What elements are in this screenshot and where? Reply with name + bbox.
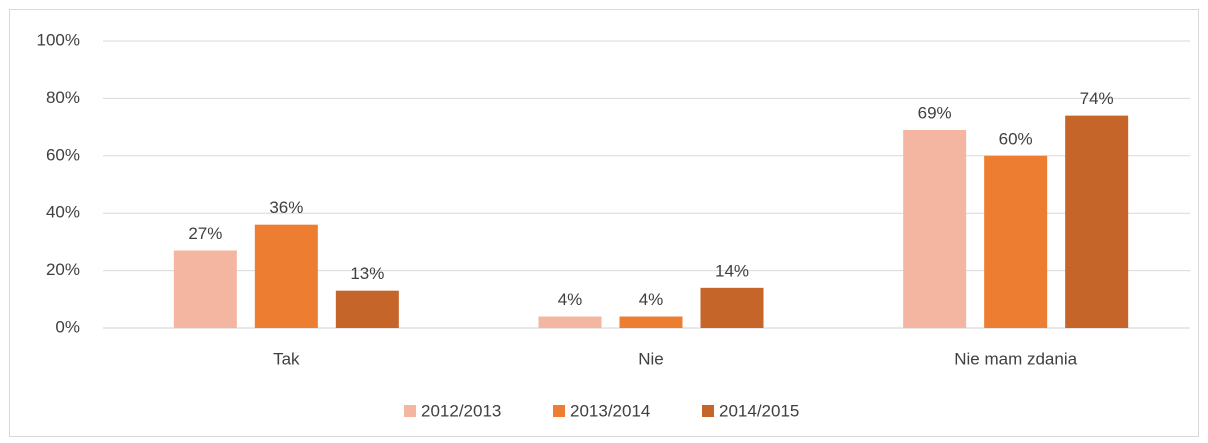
value-label: 36% bbox=[269, 198, 303, 217]
value-label: 69% bbox=[918, 103, 952, 122]
legend-swatch bbox=[702, 405, 714, 417]
legend-swatch bbox=[404, 405, 416, 417]
bar bbox=[984, 155, 1048, 328]
value-label: 60% bbox=[999, 129, 1033, 148]
bar bbox=[619, 316, 683, 328]
bar bbox=[254, 224, 318, 328]
bar bbox=[538, 316, 602, 328]
bar bbox=[1065, 115, 1129, 329]
value-label: 74% bbox=[1080, 89, 1114, 108]
bar bbox=[903, 129, 967, 328]
x-tick-label: Nie bbox=[638, 349, 664, 368]
y-tick-label: 20% bbox=[46, 260, 80, 279]
x-tick-label: Tak bbox=[273, 349, 300, 368]
value-label: 27% bbox=[188, 224, 222, 243]
value-label: 14% bbox=[715, 261, 749, 280]
y-tick-label: 80% bbox=[46, 88, 80, 107]
y-tick-label: 0% bbox=[55, 317, 80, 336]
x-tick-label: Nie mam zdania bbox=[954, 349, 1077, 368]
y-tick-label: 40% bbox=[46, 203, 80, 222]
value-label: 4% bbox=[558, 290, 583, 309]
bar bbox=[335, 290, 399, 328]
bar bbox=[173, 250, 237, 328]
legend-label: 2012/2013 bbox=[421, 401, 501, 420]
legend-swatch bbox=[553, 405, 565, 417]
legend-label: 2014/2015 bbox=[719, 401, 799, 420]
bar bbox=[700, 287, 764, 328]
y-tick-label: 60% bbox=[46, 145, 80, 164]
value-label: 13% bbox=[350, 264, 384, 283]
legend-label: 2013/2014 bbox=[570, 401, 650, 420]
value-label: 4% bbox=[639, 290, 664, 309]
y-tick-label: 100% bbox=[37, 30, 80, 49]
